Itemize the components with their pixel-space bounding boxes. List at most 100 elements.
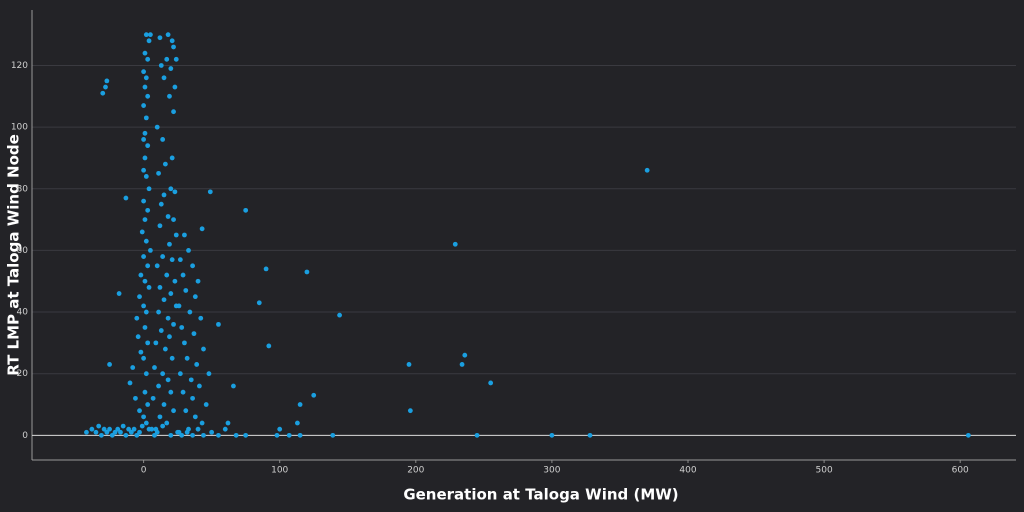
point xyxy=(158,328,164,333)
point xyxy=(330,432,336,438)
point xyxy=(171,408,176,414)
point xyxy=(160,254,166,259)
point xyxy=(142,130,148,136)
point xyxy=(175,429,181,435)
point xyxy=(141,198,147,204)
point xyxy=(176,303,182,309)
point xyxy=(266,343,272,349)
point xyxy=(160,137,166,142)
point xyxy=(157,223,163,229)
point xyxy=(167,241,172,247)
point xyxy=(199,420,205,426)
point xyxy=(165,214,171,219)
point xyxy=(180,389,186,395)
point xyxy=(187,309,193,315)
point xyxy=(198,315,204,321)
point xyxy=(146,284,152,290)
point xyxy=(191,331,197,337)
point xyxy=(169,38,175,44)
point xyxy=(142,50,148,56)
point xyxy=(462,352,468,358)
x-tick-label: 0 xyxy=(141,466,147,476)
point xyxy=(243,432,249,438)
point xyxy=(157,35,163,41)
point xyxy=(169,257,175,263)
point xyxy=(153,340,159,346)
point xyxy=(192,294,198,300)
point xyxy=(188,377,194,383)
point xyxy=(157,414,163,420)
point xyxy=(165,315,171,321)
point xyxy=(168,186,174,192)
point xyxy=(644,167,650,173)
point xyxy=(141,69,147,75)
point xyxy=(172,84,178,90)
point xyxy=(190,432,195,438)
point xyxy=(190,263,195,269)
point xyxy=(183,408,189,414)
point xyxy=(156,383,161,389)
point xyxy=(173,56,179,62)
point xyxy=(965,432,971,438)
point xyxy=(180,272,186,278)
y-tick-label: 60 xyxy=(17,246,29,256)
point xyxy=(286,432,292,438)
point xyxy=(216,321,221,327)
y-tick-label: 20 xyxy=(17,369,29,379)
point xyxy=(107,362,112,367)
point xyxy=(141,137,147,142)
point xyxy=(161,75,167,81)
point xyxy=(120,423,126,429)
point xyxy=(115,426,121,432)
point xyxy=(171,44,176,50)
point xyxy=(337,312,342,318)
point xyxy=(152,432,157,438)
point xyxy=(143,309,149,315)
point xyxy=(152,365,157,370)
point xyxy=(182,340,187,346)
point xyxy=(123,195,129,201)
point xyxy=(169,155,175,161)
point xyxy=(195,426,201,432)
point xyxy=(311,392,317,398)
point xyxy=(100,90,106,96)
point xyxy=(89,426,95,432)
point xyxy=(201,346,206,352)
point xyxy=(127,380,133,386)
point xyxy=(160,371,166,377)
point xyxy=(165,377,171,383)
point xyxy=(145,263,151,269)
point xyxy=(142,217,148,222)
point xyxy=(146,186,152,192)
x-tick-label: 300 xyxy=(543,466,560,476)
point xyxy=(143,115,149,121)
point xyxy=(177,257,183,263)
point xyxy=(222,426,228,432)
point xyxy=(138,349,144,355)
point xyxy=(143,420,149,426)
point xyxy=(142,84,148,90)
point xyxy=(145,143,151,149)
point xyxy=(154,124,160,130)
point xyxy=(141,254,147,259)
point xyxy=(138,272,144,278)
point xyxy=(141,303,147,309)
y-axis-title: RT LMP at Taloga Wind Node xyxy=(5,134,23,376)
point xyxy=(154,429,160,435)
point xyxy=(179,325,185,330)
point xyxy=(145,207,151,213)
point xyxy=(206,371,212,377)
point xyxy=(164,272,170,278)
point xyxy=(148,32,153,38)
x-tick-label: 400 xyxy=(679,466,696,476)
point xyxy=(150,395,156,401)
point xyxy=(143,75,149,81)
point xyxy=(137,294,142,300)
point xyxy=(233,432,239,438)
y-tick-label: 80 xyxy=(17,184,29,194)
point xyxy=(148,248,153,253)
point xyxy=(167,93,172,99)
point xyxy=(109,432,115,438)
point xyxy=(549,432,555,438)
point xyxy=(134,315,140,321)
